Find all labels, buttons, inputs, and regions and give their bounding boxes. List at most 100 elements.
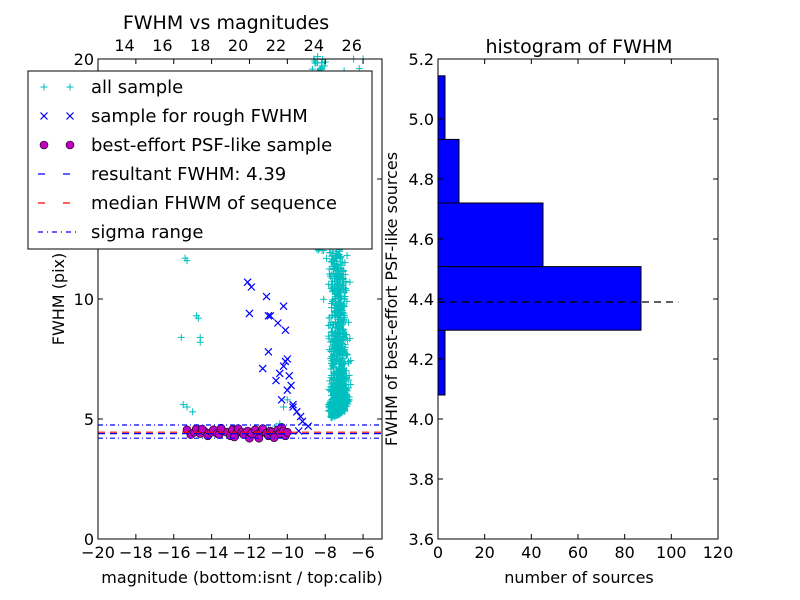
all-sample-point xyxy=(334,386,342,394)
left-x-tick-label: −8 xyxy=(313,543,337,562)
left-chart-reference-lines xyxy=(98,424,382,439)
all-sample-point xyxy=(332,333,340,341)
left-x-ticks: −20 −18 −16 −14 −12 −10 −8 −6 xyxy=(81,59,375,562)
all-sample-point xyxy=(326,272,334,280)
rough-fwhm-point xyxy=(279,302,288,311)
histogram-bar xyxy=(437,138,460,204)
right-y-tick-label: 3.6 xyxy=(409,530,434,549)
all-sample-point xyxy=(333,303,341,311)
left-x-axis-label: magnitude (bottom:isnt / top:calib) xyxy=(101,568,382,587)
left-x-tick-label: −6 xyxy=(351,543,375,562)
all-sample-point xyxy=(325,265,333,273)
all-sample-point xyxy=(331,265,339,273)
legend-item: best-effort PSF-like sample xyxy=(39,135,332,156)
all-sample-point xyxy=(340,407,348,415)
right-y-tick-label: 4.2 xyxy=(409,350,434,369)
all-sample-point xyxy=(343,251,351,259)
legend-item: resultant FWHM: 4.39 xyxy=(38,164,286,185)
legend-label: sigma range xyxy=(91,222,203,243)
all-sample-point xyxy=(328,324,336,332)
all-sample-point xyxy=(326,399,334,407)
rough-fwhm-point xyxy=(273,319,282,327)
all-sample-point xyxy=(326,377,334,385)
rough-fwhm-point xyxy=(272,376,280,385)
rough-fwhm-point xyxy=(275,369,284,378)
all-sample-point xyxy=(183,403,191,411)
rough-fwhm-point xyxy=(266,311,275,320)
psf-like-point xyxy=(230,432,239,442)
legend-label: median FHWM of sequence xyxy=(91,193,337,214)
all-sample-point xyxy=(342,286,350,294)
left-top-ticks: 14 16 18 20 22 24 26 xyxy=(114,36,362,55)
legend-items: all sample sample for rough FWHM best-effo… xyxy=(38,77,337,243)
legend-label: all sample xyxy=(91,77,183,98)
legend-label: best-effort PSF-like sample xyxy=(91,135,332,156)
left-y-tick-label: 0 xyxy=(84,530,94,549)
rough-fwhm-point xyxy=(279,362,288,371)
all-sample-point xyxy=(334,395,342,403)
all-sample-point xyxy=(328,331,336,339)
left-x-tick-label: −10 xyxy=(270,543,304,562)
all-sample-point xyxy=(314,59,322,67)
all-sample-point xyxy=(325,402,333,410)
all-sample-point xyxy=(177,333,185,341)
all-sample-point xyxy=(338,361,346,369)
legend-item: sample for rough FWHM xyxy=(40,106,308,127)
all-sample-point xyxy=(333,288,341,296)
rough-fwhm-point xyxy=(289,400,297,409)
rough-fwhm-point xyxy=(287,381,296,390)
left-top-tick-label: 26 xyxy=(342,36,362,55)
all-sample-point xyxy=(343,402,351,410)
right-x-tick-label: 60 xyxy=(568,543,588,562)
all-sample-point xyxy=(189,408,197,416)
all-sample-point xyxy=(339,280,347,288)
all-sample-point xyxy=(194,314,202,322)
legend-label: sample for rough FWHM xyxy=(91,106,308,127)
left-chart-title: FWHM vs magnitudes xyxy=(123,12,329,34)
all-sample-point xyxy=(328,252,336,260)
rough-fwhm-point xyxy=(264,311,273,320)
all-sample-point xyxy=(331,405,339,413)
all-sample-point xyxy=(335,264,343,272)
right-y-tick-label: 4.6 xyxy=(409,230,434,249)
all-sample-point xyxy=(322,254,330,262)
all-sample-point xyxy=(318,64,326,72)
all-sample-point xyxy=(328,354,336,362)
all-sample-point xyxy=(320,295,328,303)
right-y-tick-label: 3.8 xyxy=(409,470,434,489)
rough-fwhm-point xyxy=(304,422,313,431)
rough-fwhm-point xyxy=(281,326,290,335)
fwhm-vs-magnitude-chart: −20−18−16−14−12−10−8−6 05101520 14161820… xyxy=(27,12,383,587)
rough-fwhm-point xyxy=(289,403,297,411)
rough-fwhm-point xyxy=(298,417,307,426)
all-sample-point xyxy=(333,378,341,386)
all-sample-point xyxy=(334,252,342,260)
legend-box xyxy=(27,70,373,250)
right-x-tick-label: 20 xyxy=(474,543,494,562)
all-sample-point xyxy=(331,330,339,338)
all-sample-point xyxy=(334,320,342,328)
left-top-tick-label: 18 xyxy=(190,36,210,55)
all-sample-point xyxy=(327,281,335,289)
all-sample-point xyxy=(183,257,191,265)
right-y-ticks: 3.6 3.8 4.0 4.2 4.4 4.6 4.8 5.0 5.2 xyxy=(409,50,718,549)
all-sample-point xyxy=(331,293,339,301)
left-top-tick-label: 16 xyxy=(152,36,172,55)
right-y-axis-label: FWHM of best-effort PSF-like sources xyxy=(382,152,401,446)
left-x-tick-label: −18 xyxy=(119,543,153,562)
right-x-tick-label: 80 xyxy=(614,543,634,562)
left-x-tick-label: −12 xyxy=(233,543,267,562)
all-sample-point xyxy=(341,384,349,392)
all-sample-point xyxy=(328,342,336,350)
all-sample-point xyxy=(325,322,333,330)
right-y-tick-label: 5.0 xyxy=(409,110,434,129)
all-sample-point xyxy=(283,396,291,404)
legend-label: resultant FWHM: 4.39 xyxy=(91,164,286,185)
rough-fwhm-point xyxy=(262,292,271,301)
right-x-tick-label: 40 xyxy=(521,543,541,562)
rough-fwhm-point xyxy=(277,395,286,404)
all-sample-point xyxy=(339,398,347,406)
rough-fwhm-point xyxy=(243,278,252,287)
rough-fwhm-point xyxy=(281,357,290,366)
